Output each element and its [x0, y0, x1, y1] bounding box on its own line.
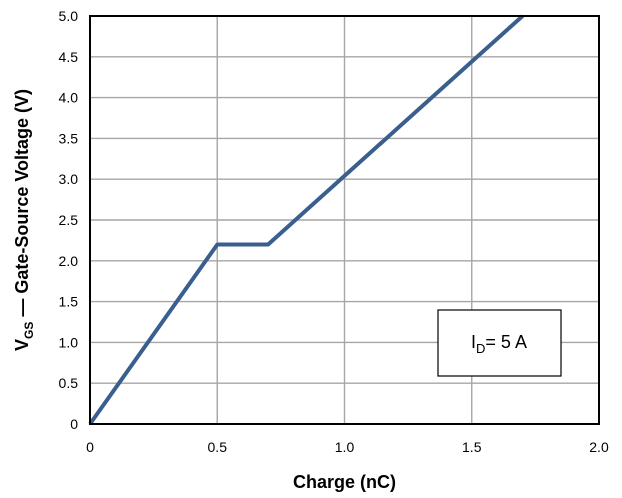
x-tick-label: 0 [86, 439, 94, 455]
y-tick-label: 3.0 [59, 171, 79, 187]
annotation-main: I [471, 332, 476, 352]
y-axis-title: VGS — Gate-Source Voltage (V) [12, 89, 36, 351]
x-tick-label: 0.5 [208, 439, 228, 455]
annotation-rest: = 5 A [485, 332, 527, 352]
y-tick-label: 2.5 [59, 212, 79, 228]
plot-frame [89, 15, 600, 425]
y-tick-label: 1.0 [59, 334, 79, 350]
x-axis-title: Charge (nC) [293, 472, 396, 492]
y-axis-title-rest: — Gate-Source Voltage (V) [12, 89, 32, 322]
y-tick-labels: 0 0.5 1.0 1.5 2.0 2.5 3.0 3.5 4.0 4.5 5.0 [59, 8, 79, 432]
y-tick-label: 2.0 [59, 253, 79, 269]
x-tick-label: 2.0 [589, 439, 609, 455]
x-tick-label: 1.0 [335, 439, 355, 455]
y-axis-title-subscript: GS [22, 322, 36, 339]
y-tick-label: 1.5 [59, 294, 79, 310]
y-tick-label: 0.5 [59, 375, 79, 391]
y-tick-label: 4.5 [59, 49, 79, 65]
annotation-subscript: D [476, 341, 485, 356]
x-tick-labels: 0 0.5 1.0 1.5 2.0 [86, 439, 609, 455]
y-axis-title-main: V [12, 339, 32, 351]
y-tick-label: 0 [70, 416, 78, 432]
annotation-frame [437, 309, 562, 377]
annotation-text: ID= 5 A [471, 332, 527, 356]
x-tick-label: 1.5 [462, 439, 482, 455]
series-line-0 [88, 14, 524, 426]
y-tick-label: 3.5 [59, 130, 79, 146]
y-tick-label: 4.0 [59, 90, 79, 106]
annotation-box: ID= 5 A [437, 309, 562, 377]
y-tick-label: 5.0 [59, 8, 79, 24]
series-group [88, 14, 524, 426]
